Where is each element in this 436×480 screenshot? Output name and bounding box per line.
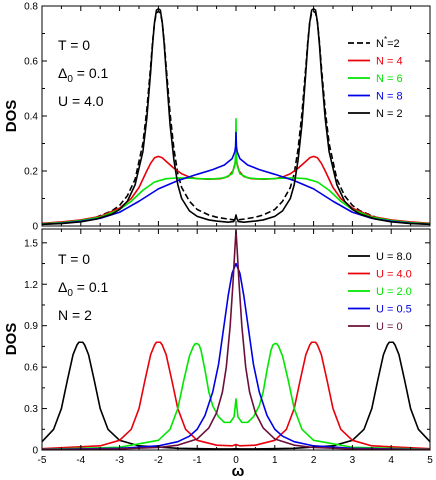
annotation-text: U = 4.0 xyxy=(58,93,104,109)
y-tick-label: 1.2 xyxy=(24,280,38,291)
legend-label: U = 0.5 xyxy=(376,304,412,316)
series-line-u-0-5 xyxy=(42,262,430,450)
legend-label: U = 2.0 xyxy=(376,286,412,298)
legend-label: N = 6 xyxy=(376,73,403,85)
x-tick-label: -3 xyxy=(115,455,124,466)
x-tick-label: -4 xyxy=(76,455,85,466)
x-axis-title: ω xyxy=(232,463,245,480)
bottom-panel: -5 -4 -3 -2 -1 0 1 2 3 4 5 0 0.3 0.6 0.9 1.2 1.5 T = 0 Δ0 … xyxy=(24,228,433,466)
annotation-text: Δ0 = 0.1 xyxy=(58,279,109,299)
x-tick-label: 4 xyxy=(388,455,394,466)
y-tick-label: 0.8 xyxy=(24,2,38,13)
x-tick-label: 0 xyxy=(233,455,239,466)
x-tick-label: 1 xyxy=(272,455,278,466)
y-tick-label: 0 xyxy=(32,446,38,457)
bottom-y-axis-title: DOS xyxy=(3,323,20,356)
series-line-u-8-0 xyxy=(42,341,430,450)
annotation-text: T = 0 xyxy=(58,251,90,267)
series-line-n-4 xyxy=(42,155,430,225)
series-line-n-2 xyxy=(42,7,430,226)
x-tick-label: -2 xyxy=(154,455,163,466)
plot-frame xyxy=(41,228,431,451)
series-line-n-8 xyxy=(42,131,430,226)
top-panel: 0 0.2 0.4 0.6 0.8 T = 0 Δ0 = 0.1 U = 4.0 N*=2 N =… xyxy=(24,2,431,233)
series-line-u-4-0 xyxy=(42,341,430,450)
x-tick-label: 2 xyxy=(311,455,317,466)
series-line-n-6 xyxy=(42,117,430,225)
y-tick-label: 0 xyxy=(32,222,38,233)
legend-label: U = 8.0 xyxy=(376,251,412,263)
series-line-u-2-0 xyxy=(42,342,430,450)
legend-label: N*=2 xyxy=(376,35,400,50)
annotation-text: T = 0 xyxy=(58,37,90,53)
legend-label: N = 8 xyxy=(376,91,403,103)
plot-frame xyxy=(41,5,431,227)
x-tick-label: -5 xyxy=(38,455,47,466)
y-tick-label: 1.5 xyxy=(24,238,38,249)
series-line-n-2 xyxy=(42,10,430,225)
legend-label: N = 2 xyxy=(376,108,403,120)
top-y-axis-title: DOS xyxy=(3,100,20,133)
y-tick-label: 0.3 xyxy=(24,404,38,415)
y-tick-label: 0.6 xyxy=(24,363,38,374)
x-tick-label: 5 xyxy=(427,455,433,466)
legend-label: N = 4 xyxy=(376,56,403,68)
y-tick-label: 0.2 xyxy=(24,167,38,178)
series-group xyxy=(42,7,430,226)
legend-label: U = 4.0 xyxy=(376,269,412,281)
legend-label: U = 0 xyxy=(376,321,403,333)
x-tick-label: -1 xyxy=(193,455,202,466)
y-tick-label: 0.4 xyxy=(24,112,38,123)
annotation-text: N = 2 xyxy=(58,307,92,323)
y-tick-label: 0.9 xyxy=(24,321,38,332)
x-tick-label: 3 xyxy=(350,455,356,466)
y-tick-label: 0.6 xyxy=(24,57,38,68)
annotation-text: Δ0 = 0.1 xyxy=(58,65,109,85)
series-group xyxy=(42,229,430,450)
